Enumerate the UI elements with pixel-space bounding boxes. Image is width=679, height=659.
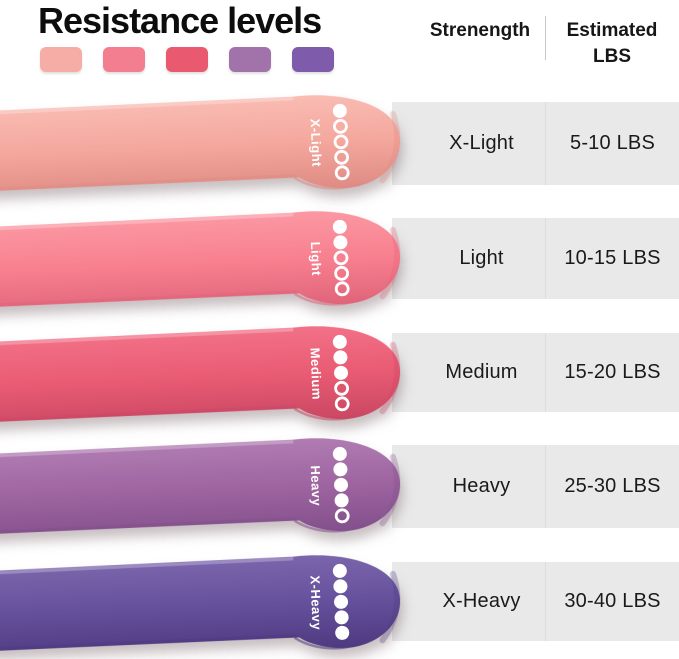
resistance-band: Heavy — [0, 438, 401, 536]
band-label: X-Heavy — [307, 575, 324, 631]
strength-cell: X-Heavy — [442, 590, 521, 612]
band-level-indicator: X-Heavy — [307, 563, 350, 640]
band-label: Medium — [308, 347, 325, 400]
resistance-band: Light — [0, 211, 401, 309]
strength-cell: Light — [459, 247, 504, 269]
color-swatch — [166, 47, 208, 72]
table-row: X-Light 5-10 LBS — [392, 102, 679, 185]
page-title: Resistance levels — [38, 0, 322, 41]
lbs-cell: 15-20 LBS — [564, 361, 661, 383]
table-row: Medium 15-20 LBS — [392, 333, 679, 412]
lbs-cell: 5-10 LBS — [570, 132, 655, 154]
color-swatch — [229, 47, 271, 72]
strength-cell: Medium — [445, 361, 518, 383]
column-header-estimated-lbs: Estimated LBS — [548, 18, 676, 70]
header-column-divider — [545, 16, 546, 60]
header-line-1: Estimated — [566, 20, 658, 41]
band-label: Heavy — [308, 465, 325, 507]
column-divider — [545, 562, 546, 641]
column-divider — [545, 445, 546, 528]
column-divider — [545, 102, 546, 185]
strength-cell: Heavy — [452, 475, 511, 497]
lbs-cell: 10-15 LBS — [564, 247, 661, 269]
resistance-band: X-Light — [0, 95, 401, 193]
column-divider — [545, 333, 546, 412]
column-header-strength: Strenength — [429, 20, 531, 41]
band-level-indicator: Medium — [308, 334, 350, 412]
lbs-cell: 25-30 LBS — [564, 475, 661, 497]
resistance-band: X-Heavy — [0, 555, 401, 653]
resistance-band: Medium — [0, 326, 401, 424]
header-line-2: LBS — [593, 46, 631, 67]
band-level-indicator: X-Light — [308, 103, 350, 181]
strength-cell: X-Light — [449, 132, 514, 154]
column-divider — [545, 218, 546, 299]
table-row: Heavy 25-30 LBS — [392, 445, 679, 528]
table-row: X-Heavy 30-40 LBS — [392, 562, 679, 641]
lbs-cell: 30-40 LBS — [564, 590, 661, 612]
band-level-indicator: Light — [308, 219, 350, 297]
band-label: Light — [308, 241, 324, 276]
color-swatch — [103, 47, 145, 72]
color-swatch — [292, 47, 334, 72]
band-level-indicator: Heavy — [308, 446, 350, 524]
table-row: Light 10-15 LBS — [392, 218, 679, 299]
color-swatch-row — [40, 47, 334, 72]
color-swatch — [40, 47, 82, 72]
band-label: X-Light — [308, 118, 325, 167]
